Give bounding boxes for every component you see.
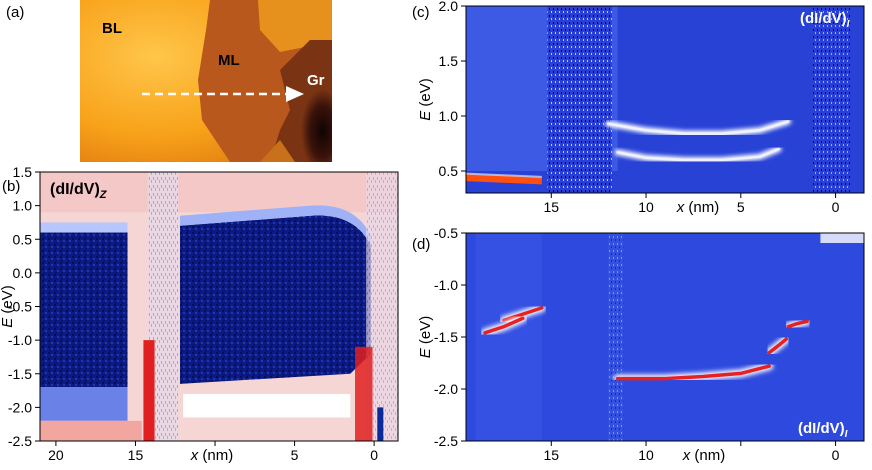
- x-tick-label: 15: [543, 199, 559, 215]
- label-ml: ML: [218, 52, 240, 69]
- hot-band-edge: [465, 172, 542, 178]
- panel-label-b: (b): [2, 178, 21, 195]
- x-tick-label: 0: [832, 199, 840, 215]
- y-tick-label: -2.5: [434, 433, 458, 449]
- lower-band: [40, 420, 142, 441]
- panel-label-c: (c): [412, 4, 430, 21]
- y-tick-label: -1.5: [434, 329, 458, 345]
- y-tick-label: 2.0: [439, 0, 459, 14]
- red-region: [143, 340, 155, 441]
- x-tick-label: 15: [543, 447, 559, 463]
- band-core: [616, 147, 780, 162]
- chart-c-heatmap: 15 10 5 0 2.0 1.5 1.0 0.5 x (nm) E (eV): [417, 0, 865, 216]
- panel-label-d: (d): [412, 236, 431, 253]
- label-gr: Gr: [307, 72, 325, 89]
- scan-path-arrow: [142, 86, 304, 102]
- left-region: [475, 233, 542, 441]
- blue-streak: [377, 407, 384, 441]
- stm-topograph-image: [80, 0, 332, 162]
- gap-region-ml: [180, 215, 371, 384]
- band-line: [502, 306, 544, 323]
- x-tick-label: 10: [638, 199, 654, 215]
- y-axis-label: E (eV): [417, 78, 434, 121]
- x-tick-label: 5: [737, 199, 745, 215]
- x-tick-label: 0: [832, 447, 840, 463]
- x-axis-label: x (nm): [190, 447, 234, 464]
- x-tick-label: 20: [48, 447, 64, 463]
- x-axis-label: x (nm): [676, 199, 720, 216]
- band-core: [606, 120, 790, 135]
- y-tick-label: 1.5: [13, 164, 33, 180]
- y-tick-label: -1.0: [8, 332, 32, 348]
- top-right-spot: [820, 233, 864, 243]
- y-axis-label: E (eV): [0, 285, 16, 328]
- y-tick-label: 1.0: [13, 198, 33, 214]
- chart-d-title: (dI/dV)I: [798, 420, 848, 440]
- band-line: [483, 316, 525, 335]
- x-tick-label: 5: [291, 447, 299, 463]
- gap-edge-top: [40, 222, 128, 233]
- y-tick-label: 1.0: [439, 108, 459, 124]
- plot-frame: [465, 5, 865, 194]
- gap-edge-bottom: [40, 387, 128, 421]
- x-tick-label: 15: [128, 447, 144, 463]
- y-tick-label: -2.0: [434, 381, 458, 397]
- y-tick-label: -0.5: [8, 299, 32, 315]
- x-axis-label: x (nm): [682, 447, 726, 464]
- y-tick-label: 1.5: [439, 53, 459, 69]
- upper-band: [40, 172, 398, 213]
- gap-region-bl: [40, 232, 128, 388]
- chart-b-heatmap: 20 15 5 0 1.5 1.0 0.5 0.0 -0.5 -1.0 -1.5 -2.0 -2.5 x …: [0, 164, 399, 464]
- y-tick-label: 0.0: [13, 265, 33, 281]
- y-tick-label: -2.0: [8, 399, 32, 415]
- graphene-region: [270, 40, 332, 162]
- chart-d-heatmap: 15 10 0 -0.5 -1.0 -1.5 -2.0 -2.5 x (nm) E (eV): [417, 228, 865, 464]
- chart-c-title: (dI/dV)I: [800, 10, 850, 30]
- y-tick-label: 0.5: [13, 231, 33, 247]
- y-tick-label: -0.5: [434, 228, 458, 241]
- white-band: [183, 393, 351, 418]
- y-tick-label: -1.0: [434, 277, 458, 293]
- noise-strip-right: [812, 6, 851, 193]
- red-region-right: [355, 346, 373, 441]
- hot-band: [465, 174, 542, 185]
- band-line: [786, 319, 809, 329]
- y-tick-label: -2.5: [8, 433, 32, 449]
- noise-strip: [547, 6, 612, 193]
- noise-strip: [608, 233, 624, 441]
- y-tick-label: -1.5: [8, 366, 32, 382]
- label-bl: BL: [102, 20, 122, 37]
- x-tick-label: 10: [638, 447, 654, 463]
- gap-edge-ml: [180, 205, 371, 246]
- y-tick-label: 0.5: [439, 163, 459, 179]
- x-tick-label: 0: [370, 447, 378, 463]
- panel-label-a: (a): [6, 4, 25, 21]
- band-line: [615, 364, 771, 381]
- y-axis-label: E (eV): [417, 316, 434, 359]
- band-line: [767, 337, 789, 355]
- chart-b-title: (dI/dV)Z: [50, 181, 107, 202]
